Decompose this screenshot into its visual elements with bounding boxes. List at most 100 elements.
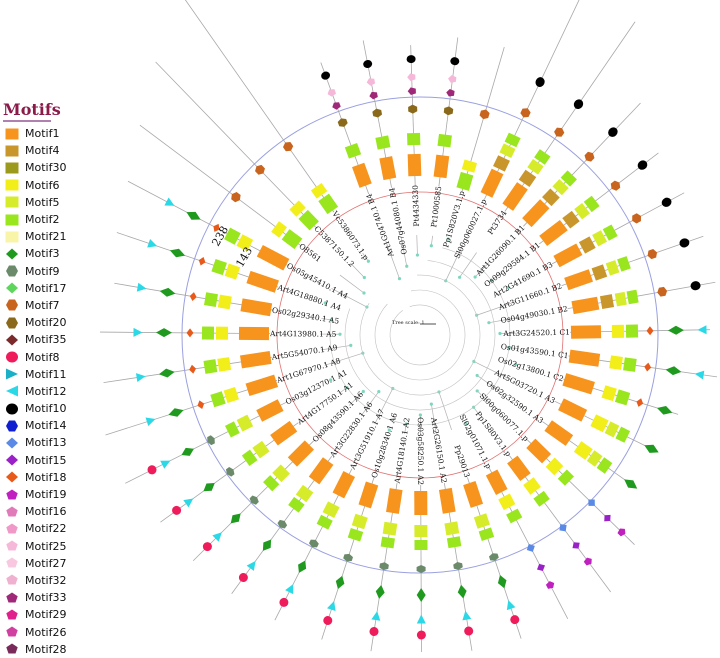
motif-motif2 — [437, 134, 451, 148]
motif-motif18 — [197, 256, 207, 267]
motif-motif3 — [201, 479, 218, 494]
motif-motif1 — [502, 182, 527, 211]
motif-motif2 — [211, 259, 227, 275]
motif-motif1 — [333, 471, 355, 498]
tree-branch — [439, 392, 452, 430]
motif-motif7 — [282, 140, 295, 153]
motif-motif18 — [189, 292, 197, 302]
motif-motif7 — [646, 248, 658, 260]
motif-motif3 — [668, 326, 684, 335]
motif9-swatch-icon — [3, 264, 21, 278]
motif-motif6 — [609, 355, 623, 370]
legend-label: Motif26 — [25, 626, 66, 639]
legend-item-motif16: Motif16 — [0, 503, 120, 520]
motif-motif4 — [493, 155, 510, 171]
legend-label: Motif27 — [25, 557, 66, 570]
motif-motif10 — [406, 55, 415, 63]
motif-motif12 — [133, 328, 142, 337]
motif-motif3 — [642, 441, 660, 456]
motif-motif5 — [296, 485, 314, 502]
motif17-swatch-icon — [3, 281, 21, 295]
motif-motif33 — [369, 91, 378, 100]
tree-arc — [390, 305, 450, 365]
motif-motif7 — [609, 179, 622, 192]
motif-motif19 — [545, 580, 556, 590]
legend-label: Motif1 — [25, 127, 59, 140]
legend-label: Motif25 — [25, 540, 66, 553]
motif30-swatch-icon — [3, 161, 21, 175]
motif-motif8 — [369, 626, 379, 636]
legend-item-motif22: Motif22 — [0, 520, 120, 537]
motif11-swatch-icon — [3, 367, 21, 381]
tree-arc — [360, 275, 480, 395]
motif-motif2 — [348, 528, 363, 542]
motif-motif2 — [623, 357, 637, 372]
motif-motif1 — [439, 488, 456, 514]
legend-item-motif14: Motif14 — [0, 417, 120, 434]
motif-motif10 — [450, 57, 460, 66]
legend-label: Motif13 — [25, 436, 66, 449]
tree-node — [476, 389, 479, 392]
motif-motif8 — [417, 630, 426, 639]
motif-motif6 — [311, 183, 327, 199]
legend-item-motif15: Motif15 — [0, 452, 120, 469]
legend-item-motif7: Motif7 — [0, 297, 120, 314]
legend-item-motif25: Motif25 — [0, 538, 120, 555]
motif-motif33 — [408, 87, 416, 95]
motif-motif5 — [252, 441, 269, 459]
motif10-swatch-icon — [3, 402, 21, 416]
motif19-swatch-icon — [3, 488, 21, 502]
tree-arc — [375, 290, 465, 380]
legend-label: Motif35 — [25, 333, 66, 346]
tree-branch — [417, 235, 418, 255]
sequence-label: Os03g58250.1 A2 — [416, 417, 425, 485]
motif-motif6 — [590, 414, 608, 432]
motif-motif33 — [446, 89, 455, 98]
legend-label: Motif6 — [25, 179, 59, 192]
legend-item-motif2: Motif2 — [0, 211, 120, 228]
motif-motif2 — [317, 515, 333, 530]
sequence-label: Art4G13980.1 A5 — [269, 329, 337, 339]
motif-motif18 — [635, 397, 644, 408]
legend-label: Motif30 — [25, 161, 66, 174]
motif-motif20 — [372, 108, 383, 119]
motif-motif6 — [602, 385, 617, 401]
motif-motif3 — [159, 287, 176, 299]
motif-motif9 — [417, 565, 426, 573]
motif15-swatch-icon — [3, 453, 21, 467]
motif-motif10 — [320, 70, 331, 81]
legend-item-motif26: Motif26 — [0, 623, 120, 640]
motif-motif4 — [519, 170, 537, 187]
motif-motif2 — [447, 536, 461, 548]
motif-motif9 — [343, 553, 354, 563]
motif-motif3 — [375, 584, 386, 599]
motif-motif6 — [224, 387, 239, 403]
motif-motif1 — [463, 481, 483, 508]
legend-label: Motif5 — [25, 196, 59, 209]
motif-motif10 — [534, 76, 546, 89]
motif2-swatch-icon — [3, 213, 21, 227]
motif-motif1 — [571, 297, 599, 314]
motif-motif12 — [160, 457, 172, 469]
legend-item-motif28: Motif28 — [0, 641, 120, 658]
motif-motif1 — [359, 481, 379, 508]
motif-motif10 — [572, 98, 585, 111]
legend-label: Motif9 — [25, 265, 59, 278]
motif-motif1 — [539, 220, 568, 246]
legend-label: Motif7 — [25, 299, 59, 312]
motif14-swatch-icon — [3, 419, 21, 433]
motif-motif12 — [146, 415, 157, 426]
motif-motif10 — [660, 196, 673, 209]
motif-motif6 — [217, 357, 231, 372]
sequence-label: Pt1000585 — [429, 185, 443, 227]
tree-node — [430, 402, 433, 405]
legend-label: Motif21 — [25, 230, 66, 243]
motif-motif6 — [271, 221, 287, 237]
sequence-label: Art4G18140.1 A2 — [392, 417, 411, 485]
motif-motif8 — [278, 596, 290, 608]
tree-scale-label: Tree scale: 1 — [392, 320, 425, 326]
motif-motif5 — [237, 415, 254, 432]
tree-node — [498, 332, 501, 335]
motif-motif12 — [461, 610, 471, 620]
